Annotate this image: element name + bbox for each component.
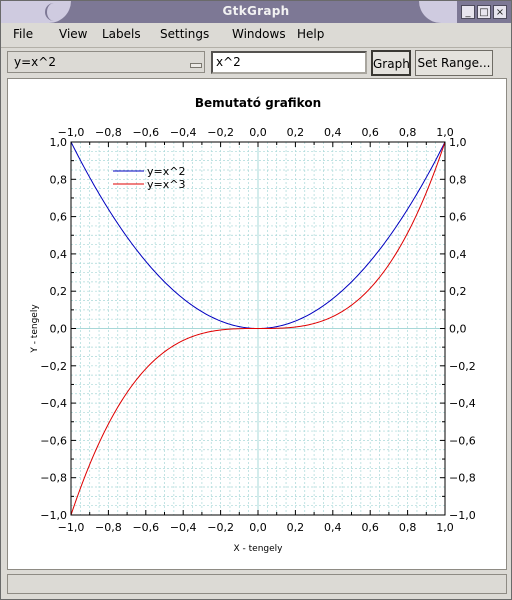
window-title: GtkGraph [222, 4, 290, 18]
x-tick-label-top: −0,8 [95, 126, 122, 139]
x-tick-label-top: 1,0 [436, 126, 454, 139]
menu-file[interactable]: File [13, 27, 34, 41]
x-tick-label-top: −1,0 [58, 126, 85, 139]
chart-legend: y=x^2 y=x^3 [113, 165, 185, 191]
y-tick-label-right: 0,2 [449, 285, 467, 298]
maximize-button[interactable]: □ [477, 5, 491, 19]
x-tick-label-top: 0,2 [287, 126, 305, 139]
y-tick-label-left: −0,4 [40, 397, 67, 410]
x-tick-label-top: 0,0 [249, 126, 267, 139]
x-tick-label-bottom: −0,2 [207, 521, 234, 534]
maximize-icon: □ [479, 7, 489, 18]
x-axis-label: X - tengely [234, 544, 284, 554]
y-tick-label-right: −0,2 [449, 360, 476, 373]
toolbar: y=x^2 x^2 Graph Set Range... [1, 48, 511, 78]
graph-button[interactable]: Graph [371, 50, 411, 76]
menu-settings[interactable]: Settings [160, 27, 210, 41]
x-tick-label-top: 0,6 [361, 126, 379, 139]
y-tick-label-left: 0,0 [50, 323, 68, 336]
minimize-icon: _ [465, 7, 471, 18]
y-tick-label-left: −0,8 [40, 472, 67, 485]
y-tick-label-left: 0,4 [50, 248, 68, 261]
x-tick-label-bottom: −0,4 [170, 521, 197, 534]
x-tick-label-bottom: 0,0 [249, 521, 267, 534]
title-decoration-left [1, 1, 71, 23]
close-icon: × [495, 7, 505, 18]
y-tick-label-right: 0,4 [449, 248, 467, 261]
x-tick-label-bottom: 0,8 [399, 521, 417, 534]
function-input-value: x^2 [216, 55, 241, 69]
function-input[interactable]: x^2 [211, 51, 367, 74]
x-tick-label-top: 0,8 [399, 126, 417, 139]
y-tick-label-right: −0,6 [449, 434, 476, 447]
chart-svg: −1,0−1,0−1,0 −1,0−0,8−0,8−0,8 −0,8−0,6−0,6… [30, 96, 476, 554]
status-bar [7, 574, 507, 594]
chart-title: Bemutató grafikon [195, 96, 321, 110]
x-tick-label-bottom: 0,6 [361, 521, 379, 534]
legend-label-x2: y=x^2 [147, 165, 185, 178]
y-tick-label-right: 1,0 [449, 136, 467, 149]
y-tick-label-right: 0,6 [449, 211, 467, 224]
close-button[interactable]: × [493, 5, 507, 19]
y-tick-label-left: 0,2 [50, 285, 68, 298]
y-tick-label-left: −0,2 [40, 360, 67, 373]
x-tick-label-bottom: −0,6 [132, 521, 159, 534]
menu-windows[interactable]: Windows [232, 27, 286, 41]
x-tick-label-bottom: 0,2 [287, 521, 305, 534]
x-tick-label-bottom: 0,4 [324, 521, 342, 534]
y-tick-label-left: −0,6 [40, 434, 67, 447]
function-select-value: y=x^2 [14, 55, 56, 69]
y-tick-label-right: −0,4 [449, 397, 476, 410]
title-decoration-right [419, 1, 457, 23]
x-tick-label-top: 0,4 [324, 126, 342, 139]
option-menu-indicator-icon [190, 63, 202, 68]
y-tick-label-left: 0,6 [50, 211, 68, 224]
y-tick-label-left: 0,8 [50, 173, 68, 186]
menu-labels[interactable]: Labels [102, 27, 141, 41]
menu-view[interactable]: View [59, 27, 88, 41]
x-tick-label-top: −0,6 [132, 126, 159, 139]
menu-help[interactable]: Help [297, 27, 325, 41]
y-tick-label-right: 0,0 [449, 323, 467, 336]
x-tick-label-top: −0,2 [207, 126, 234, 139]
title-bar[interactable]: GtkGraph _ □ × [1, 1, 511, 23]
y-axis-label: Y - tengely [30, 304, 40, 354]
chart-series [70, 141, 446, 516]
x-tick-label-bottom: −1,0 [58, 521, 85, 534]
function-select[interactable]: y=x^2 [7, 51, 205, 73]
y-tick-label-left: 1,0 [50, 136, 68, 149]
x-tick-label-bottom: 1,0 [436, 521, 454, 534]
x-tick-label-top: −0,4 [170, 126, 197, 139]
legend-label-x3: y=x^3 [147, 178, 185, 191]
x-tick-label-bottom: −0,8 [95, 521, 122, 534]
minimize-button[interactable]: _ [461, 5, 475, 19]
y-tick-label-right: −1,0 [449, 509, 476, 522]
set-range-button[interactable]: Set Range... [415, 50, 493, 76]
y-tick-label-right: −0,8 [449, 472, 476, 485]
menu-bar: File View Labels Settings Windows Help [1, 23, 511, 48]
chart-tick-labels: −1,0−1,0−1,0 −1,0−0,8−0,8−0,8 −0,8−0,6−0,6… [40, 126, 475, 534]
series-line-1 [70, 141, 446, 516]
graph-canvas[interactable]: −1,0 −1,0 −1,0 −1,0 −0,8 −0,8 −0,8 −0,8 −0,6 −0,6… [7, 78, 507, 570]
y-tick-label-right: 0,8 [449, 173, 467, 186]
y-tick-label-left: −1,0 [40, 509, 67, 522]
chart-ticks [70, 141, 446, 516]
